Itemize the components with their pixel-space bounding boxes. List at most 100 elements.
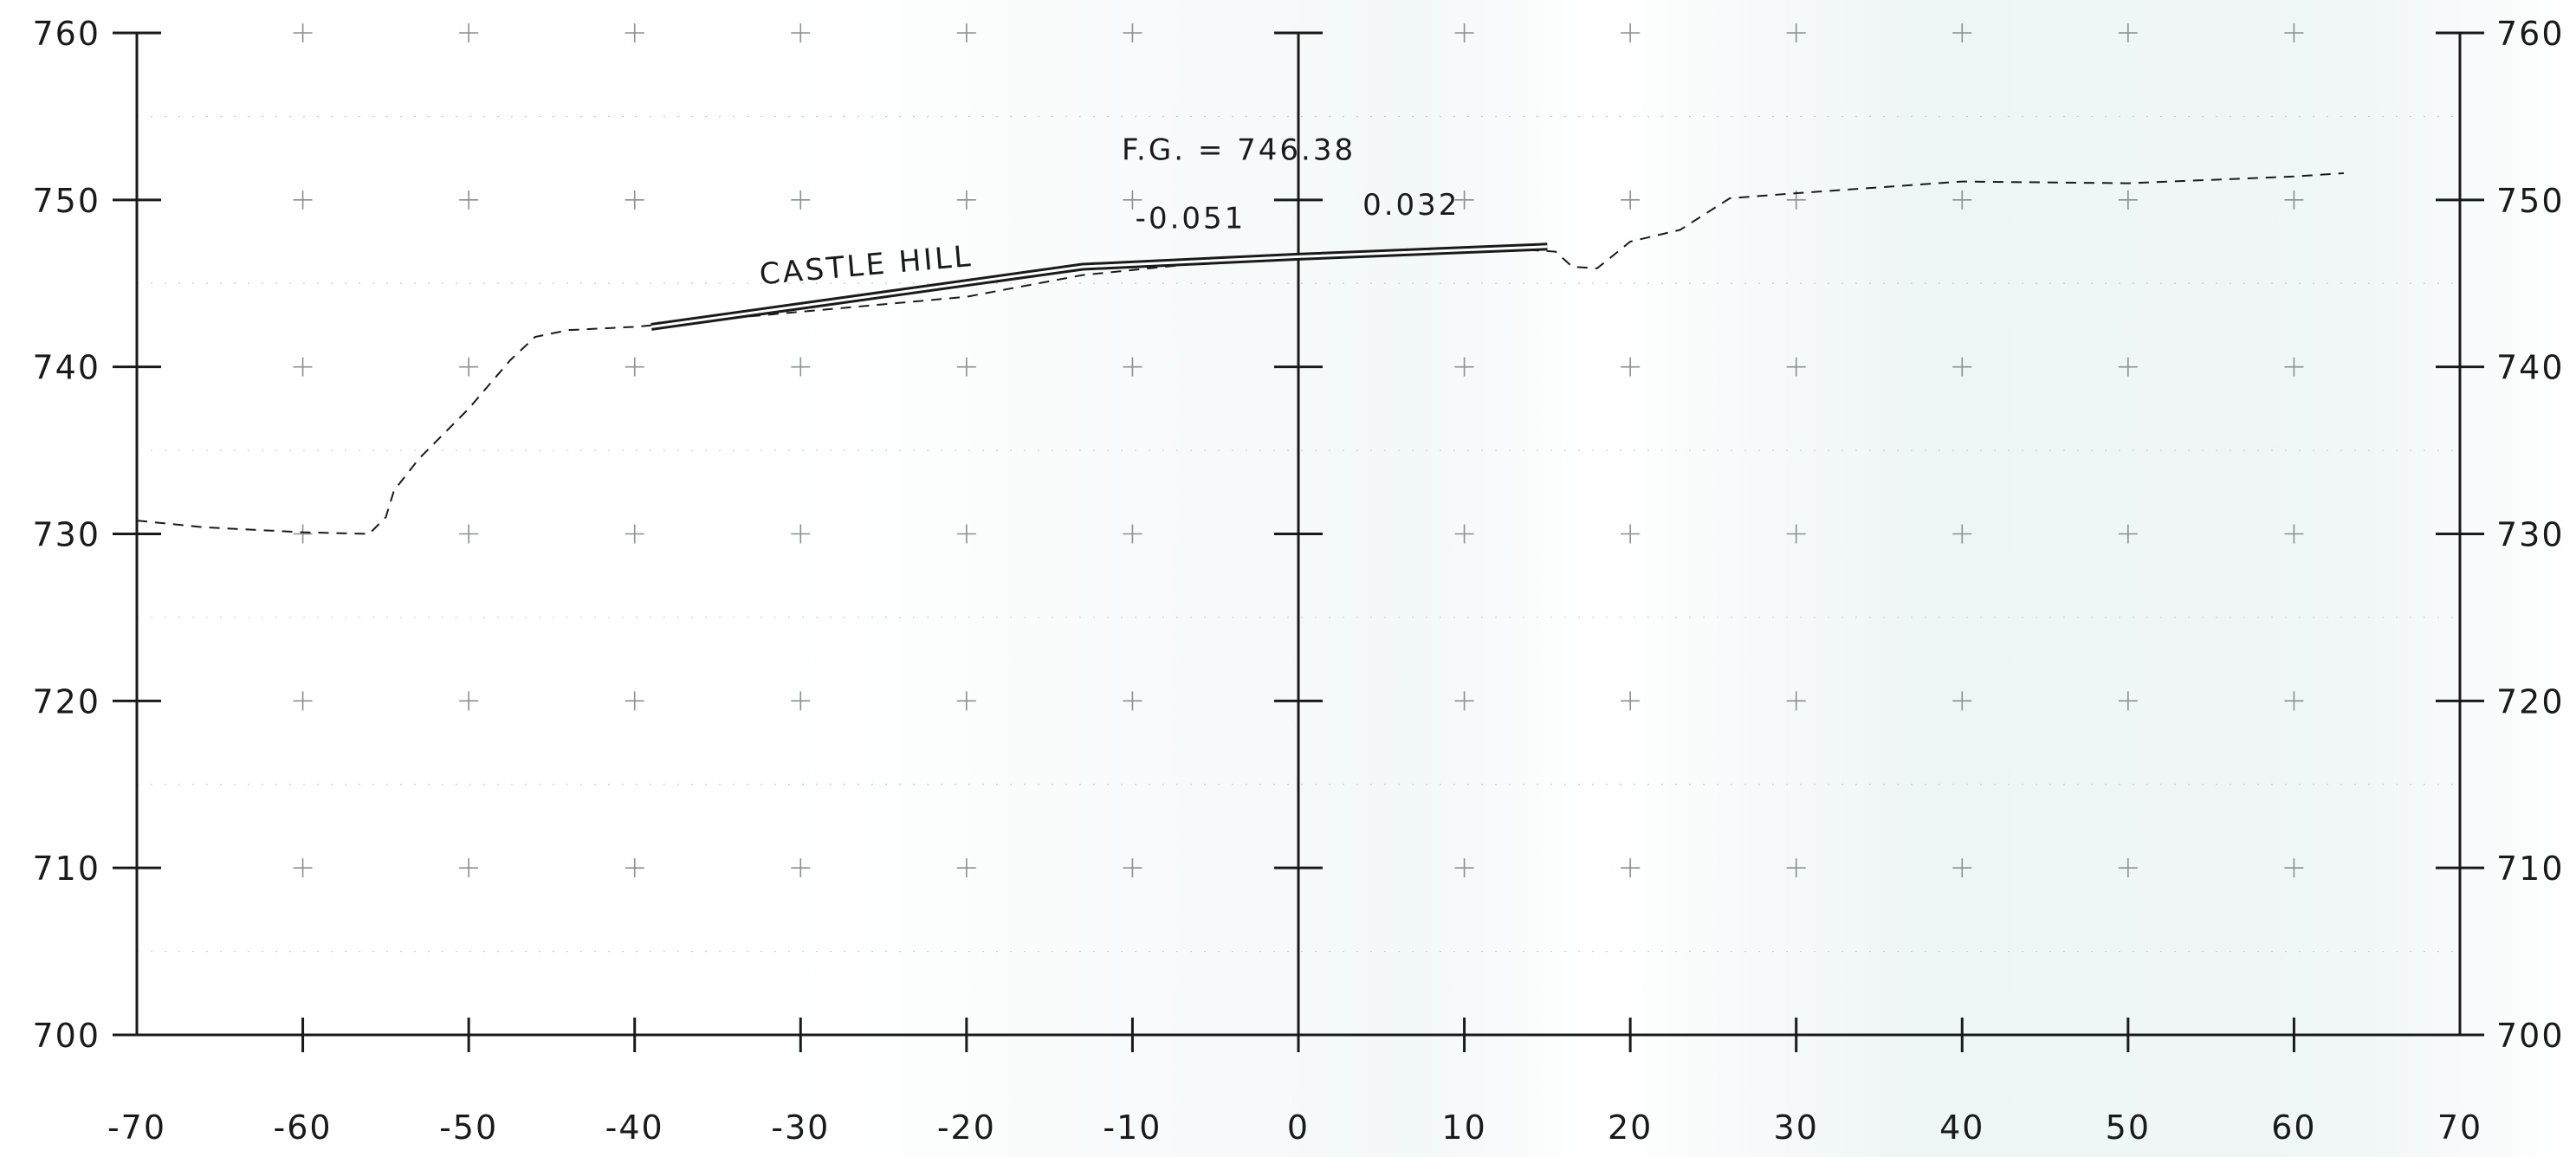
grid-plus-marker [1786,23,1806,42]
grid-plus-marker [1952,524,1972,544]
grid-plus-marker [1123,691,1142,711]
x-tick-label: -40 [605,1109,664,1147]
grid-plus-marker [459,23,479,42]
grid-plus-marker [1454,190,1474,210]
grid-plus-marker [956,190,976,210]
grid-plus-marker [2118,691,2138,711]
grid-plus-marker [2118,23,2138,42]
grid-plus-marker [1621,357,1641,377]
x-tick-label: -20 [937,1109,996,1147]
left-y-tick-label: 710 [32,850,100,888]
grid-plus-marker [1123,858,1142,878]
x-tick-label: -50 [439,1109,498,1147]
grid-plus-marker [625,23,644,42]
grid-plus-marker [1454,23,1474,42]
left-y-tick-label: 750 [32,182,100,220]
grid-plus-marker [956,357,976,377]
grid-plus-marker [625,524,644,544]
grid-plus-marker [2284,524,2304,544]
grid-plus-marker [1786,691,1806,711]
grid-plus-marker [956,858,976,878]
grid-plus-marker [2118,190,2138,210]
grid-plus-marker [293,357,313,377]
grid-plus-marker [1123,524,1142,544]
grid-plus-marker [293,524,313,544]
grid-plus-marker [956,23,976,42]
grid-plus-marker [1621,691,1641,711]
grid-plus-marker [625,190,644,210]
grid-plus-marker [791,190,811,210]
axes: -70 -60 -50 -40 -30 -20 -10 0 10 20 30 40 50 60 70 700 7… [32,15,2565,1147]
grid-plus-marker [1786,357,1806,377]
grid-plus-marker [1786,524,1806,544]
grid-plus-marker [1454,691,1474,711]
grid-plus-marker [1621,23,1641,42]
grid-plus-marker [2284,691,2304,711]
grid-plus-marker [1952,858,1972,878]
grid-plus-marker [1454,858,1474,878]
grid-plus-marker [2284,190,2304,210]
grid-plus-marker [293,23,313,42]
grid-plus-marker [1952,691,1972,711]
existing-ground-line [136,172,2344,535]
grid-plus-marker [459,858,479,878]
proposed-grade-inner [650,245,1548,328]
x-tick-label: 70 [2437,1109,2482,1147]
grid-plus-marker [1123,190,1142,210]
grid-markers [137,23,2460,953]
x-tick-label: 30 [1774,1109,1819,1147]
grid-plus-marker [1621,190,1641,210]
left-y-tick-label: 720 [32,682,100,721]
left-y-tick-label: 740 [32,349,100,387]
grid-plus-marker [1952,190,1972,210]
right-y-tick-label: 700 [2496,1017,2565,1055]
grid-plus-marker [1123,23,1142,42]
grid-plus-marker [625,357,644,377]
grid-plus-marker [1123,357,1142,377]
grid-plus-marker [791,524,811,544]
x-tick-label: 40 [1939,1109,1984,1147]
grid-plus-marker [956,524,976,544]
grid-plus-marker [1952,357,1972,377]
grid-plus-marker [459,190,479,210]
grid-plus-marker [956,691,976,711]
grid-plus-marker [1952,23,1972,42]
grid-plus-marker [791,357,811,377]
grid-plus-marker [459,357,479,377]
grid-plus-marker [2284,357,2304,377]
grid-plus-marker [791,23,811,42]
x-tick-label: -60 [274,1109,333,1147]
grid-plus-marker [2118,858,2138,878]
annotation-label: F.G. = 746.38 [1122,133,1356,168]
left-y-tick-label: 760 [32,15,100,53]
grid-plus-marker [2118,524,2138,544]
annotation-label: -0.051 [1136,202,1246,236]
grid-plus-marker [1454,357,1474,377]
grid-plus-marker [459,524,479,544]
x-tick-label: -10 [1103,1109,1162,1147]
grid-plus-marker [293,858,313,878]
x-tick-label: -30 [771,1109,830,1147]
x-tick-label: -70 [107,1109,166,1147]
x-tick-label: 60 [2271,1109,2316,1147]
right-y-tick-label: 730 [2496,516,2565,554]
annotation-label: 0.032 [1362,188,1460,223]
left-y-tick-label: 700 [32,1017,100,1055]
grid-plus-marker [2284,23,2304,42]
grid-plus-marker [2284,858,2304,878]
x-tick-label: 10 [1441,1109,1486,1147]
grid-plus-marker [625,691,644,711]
right-y-tick-label: 710 [2496,850,2565,888]
series-layer [136,172,2344,535]
right-y-tick-label: 750 [2496,182,2565,220]
grid-plus-marker [293,691,313,711]
left-y-tick-label: 730 [32,516,100,554]
grid-plus-marker [293,190,313,210]
grid-plus-marker [791,858,811,878]
right-y-tick-label: 720 [2496,682,2565,721]
grid-plus-marker [625,858,644,878]
x-tick-label: 20 [1608,1109,1653,1147]
